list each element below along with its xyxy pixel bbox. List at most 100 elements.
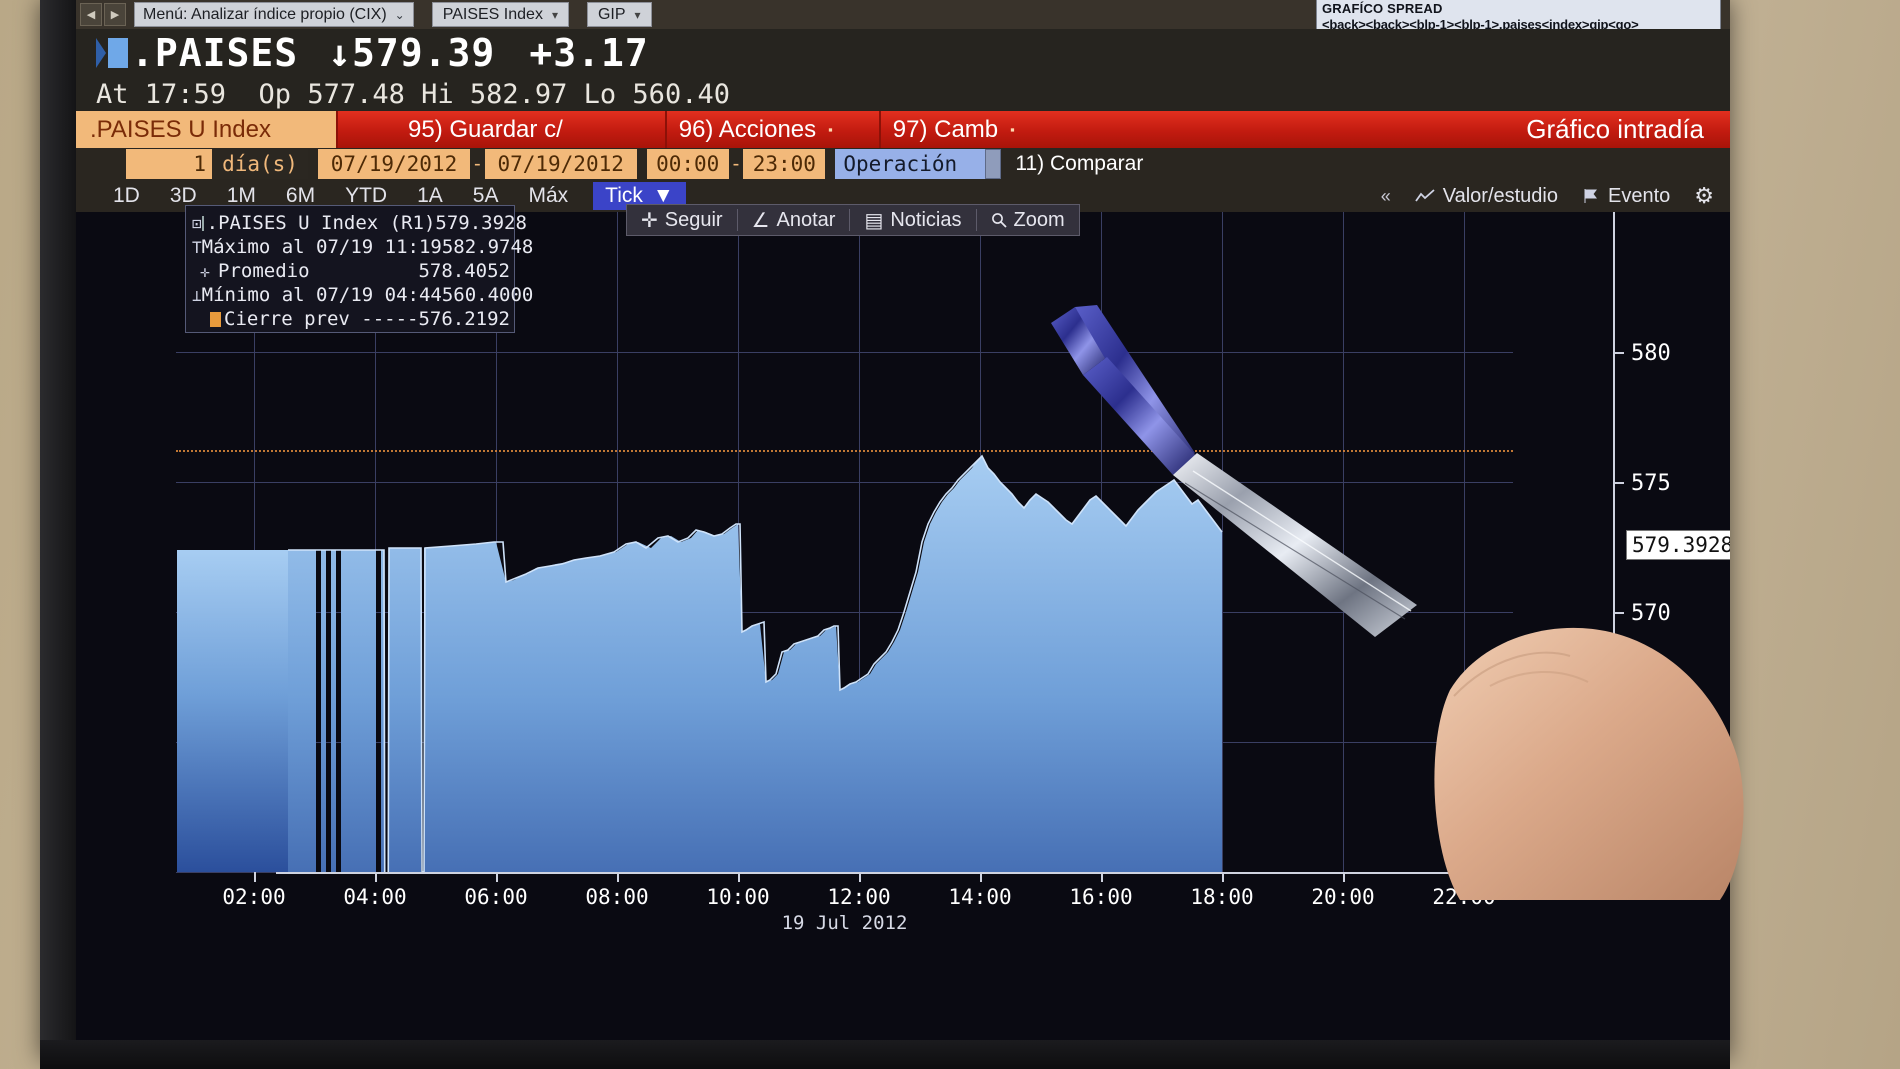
tab-gip-label: GIP: [597, 5, 626, 23]
legend-label: Promedio: [218, 260, 310, 282]
valor-estudio-button[interactable]: Valor/estudio: [1415, 185, 1558, 208]
red-function-toolbar: .PAISES U Index 95) Guardar c/ 96) Accio…: [76, 111, 1730, 148]
divider: [975, 209, 977, 231]
gridline-v-1800: [1222, 212, 1223, 872]
x-label-0800: 08:00: [585, 885, 649, 909]
max-marker-icon: T: [192, 237, 202, 257]
chevron-down-icon: ⌄: [394, 7, 405, 22]
legend-row[interactable]: ✛ Promedio 578.4052: [192, 259, 510, 283]
search-icon: [991, 213, 1007, 228]
tool-zoom[interactable]: Zoom: [977, 209, 1079, 232]
tool-seguir[interactable]: ✛ Seguir: [627, 208, 737, 233]
tool-noticias-label: Noticias: [890, 208, 962, 231]
bloomberg-terminal-screen: ◀ ▶ Menú: Analizar índice propio (CIX) ⌄…: [76, 0, 1730, 1045]
x-label-0600: 06:00: [464, 885, 528, 909]
date-to-input[interactable]: 07/19/2012: [484, 149, 637, 179]
down-arrow-icon: ↓: [328, 31, 353, 75]
period-tab-ytd[interactable]: YTD: [345, 184, 388, 207]
price-series-area: [177, 456, 1222, 874]
x-tick-0200: [254, 872, 256, 882]
legend-label: .PAISES U Index (R1): [206, 212, 436, 234]
days-unit-label: día(s): [212, 149, 308, 179]
chart-icon: [1415, 189, 1435, 202]
tab-paises-index[interactable]: PAISES Index ▾: [431, 2, 569, 27]
cursor-block-icon: [108, 38, 128, 68]
menu-item-camb[interactable]: 97) Camb ▪: [881, 111, 1027, 148]
gridline-h-575: [176, 482, 1513, 483]
tool-anotar-label: Anotar: [776, 208, 836, 231]
y-label-580: 580: [1631, 341, 1671, 366]
x-label-0200: 02:00: [222, 885, 286, 909]
evento-button[interactable]: Evento: [1582, 185, 1670, 208]
period-tab-max[interactable]: Máx: [528, 184, 569, 207]
gridline-v-2000: [1343, 212, 1344, 872]
divider: [664, 111, 667, 148]
forward-icon[interactable]: ▶: [104, 3, 126, 26]
y-label-570: 570: [1631, 601, 1671, 626]
security-chip[interactable]: .PAISES U Index: [76, 111, 338, 148]
date-range-separator: -: [474, 152, 481, 175]
menu-item-guardar[interactable]: 95) Guardar c/: [408, 115, 563, 143]
interval-dropdown-label: Tick: [605, 184, 643, 207]
crosshair-icon: ✛: [641, 209, 658, 232]
headline-last-value: 579.39: [352, 31, 496, 75]
legend-row[interactable]: ⊡ .PAISES U Index (R1) 579.3928: [192, 211, 527, 235]
tool-anotar[interactable]: ∠ Anotar: [738, 208, 850, 233]
tab-gip[interactable]: GIP ▾: [586, 2, 652, 27]
period-tab-6m[interactable]: 6M: [285, 184, 316, 207]
chart-tools-toolbar: ✛ Seguir ∠ Anotar ▤ Noticias: [626, 204, 1080, 236]
chart-plot-area: 580 575 570 565 560 579.3928 02:00 04:00: [176, 204, 1730, 934]
period-tab-1d[interactable]: 1D: [113, 184, 140, 207]
legend-value: 578.4052: [418, 260, 510, 282]
panel-title: Gráfico intradía: [1526, 114, 1704, 144]
hand: [1434, 627, 1744, 900]
legend-row[interactable]: Cierre prev ----- 576.2192: [192, 307, 510, 331]
prev-close-reference-line: [176, 450, 1513, 452]
cursor-caret-icon: [96, 38, 106, 68]
x-label-1800: 18:00: [1190, 885, 1254, 909]
period-tab-5a[interactable]: 5A: [472, 184, 499, 207]
tool-seguir-label: Seguir: [664, 208, 723, 231]
x-label-1600: 16:00: [1069, 885, 1133, 909]
operation-dropdown-grip[interactable]: [985, 149, 1002, 179]
time-to-input[interactable]: 23:00: [743, 149, 826, 179]
time-from-input[interactable]: 00:00: [646, 149, 729, 179]
collapse-icon[interactable]: «: [1380, 185, 1391, 206]
top-navigation-bar: ◀ ▶ Menú: Analizar índice propio (CIX) ⌄…: [76, 0, 1730, 35]
settings-gear-icon[interactable]: ⚙: [1694, 183, 1714, 208]
menu-dropdown[interactable]: Menú: Analizar índice propio (CIX) ⌄: [134, 2, 414, 27]
period-tab-1a[interactable]: 1A: [417, 184, 443, 207]
tool-noticias[interactable]: ▤ Noticias: [850, 208, 975, 233]
legend-row[interactable]: ⊥ Mínimo al 07/19 04:44 560.4000: [192, 283, 533, 307]
date-from-input[interactable]: 07/19/2012: [318, 149, 470, 179]
legend-value: 576.2192: [418, 308, 510, 330]
divider: [878, 111, 881, 148]
menu-item-acciones[interactable]: 96) Acciones ▪: [667, 111, 845, 148]
y-label-575: 575: [1631, 471, 1671, 496]
expand-icon[interactable]: ⊡: [192, 213, 202, 233]
days-count-input[interactable]: 1: [126, 149, 212, 179]
back-icon[interactable]: ◀: [80, 3, 102, 26]
period-tab-3d[interactable]: 3D: [169, 184, 197, 207]
intraday-chart-panel: 580 575 570 565 560 579.3928 02:00 04:00: [76, 204, 1730, 1045]
chart-legend: ⊡ .PAISES U Index (R1) 579.3928 T Máximo…: [185, 205, 533, 333]
operation-select[interactable]: Operación: [835, 149, 986, 179]
gridline-h-570: [176, 612, 1513, 613]
nav-arrows: ◀ ▶: [80, 3, 126, 26]
monitor-bezel-left: [40, 0, 76, 1060]
x-tick-0800: [617, 872, 619, 882]
legend-label: Máximo al 07/19 11:19: [201, 236, 442, 258]
legend-value: 579.3928: [435, 212, 527, 234]
tooltip-title: GRAFÍCO SPREAD: [1322, 1, 1443, 16]
gridline-v-1200: [859, 212, 860, 872]
gridline-v-0800: [617, 212, 618, 872]
period-tab-1m[interactable]: 1M: [226, 184, 256, 207]
headline-ticker: .PAISES: [131, 31, 299, 75]
compare-link[interactable]: 11) Comparar: [1015, 152, 1144, 175]
gridline-h-580: [176, 352, 1513, 353]
current-value-tag: 579.3928: [1626, 530, 1730, 560]
legend-row[interactable]: T Máximo al 07/19 11:19 582.9748: [192, 235, 533, 259]
news-icon: ▤: [864, 209, 884, 232]
x-label-2000: 20:00: [1311, 885, 1375, 909]
